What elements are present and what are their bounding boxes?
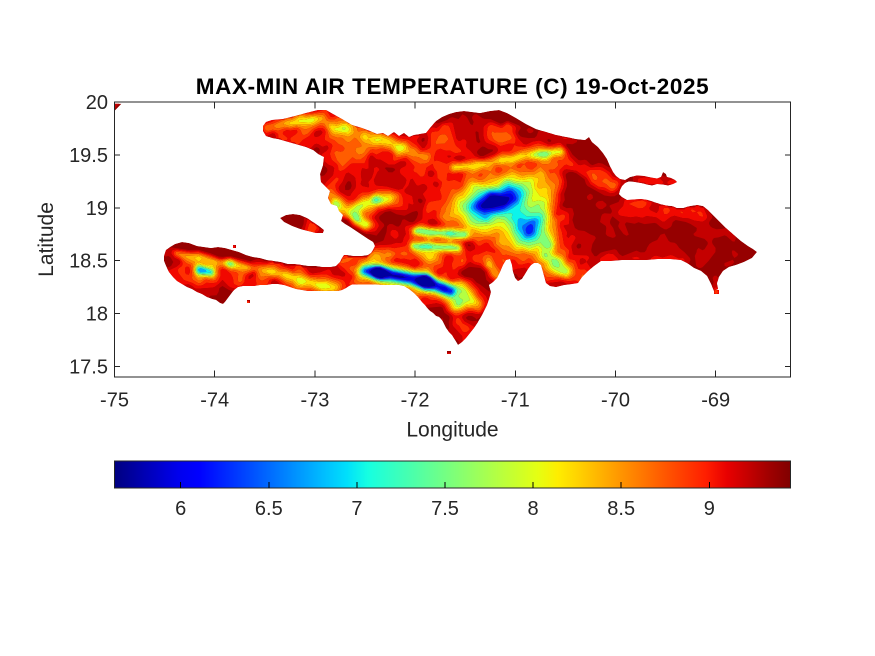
svg-text:-71: -71 (501, 390, 530, 412)
svg-text:19: 19 (86, 198, 108, 220)
svg-text:18: 18 (86, 304, 108, 326)
svg-text:-75: -75 (100, 390, 129, 412)
svg-text:7.5: 7.5 (431, 498, 459, 520)
svg-text:-70: -70 (601, 390, 630, 412)
svg-text:-72: -72 (401, 390, 430, 412)
svg-text:-74: -74 (200, 390, 229, 412)
svg-text:-69: -69 (701, 390, 730, 412)
svg-text:Longitude: Longitude (406, 419, 498, 442)
svg-text:8: 8 (528, 498, 539, 520)
svg-text:19.5: 19.5 (69, 145, 108, 167)
svg-text:18.5: 18.5 (69, 251, 108, 273)
svg-text:-73: -73 (300, 390, 329, 412)
svg-text:6.5: 6.5 (255, 498, 283, 520)
svg-text:6: 6 (175, 498, 186, 520)
svg-text:8.5: 8.5 (607, 498, 635, 520)
svg-text:20: 20 (86, 92, 108, 114)
svg-text:17.5: 17.5 (69, 356, 108, 378)
svg-text:7: 7 (351, 498, 362, 520)
svg-text:9: 9 (704, 498, 715, 520)
svg-text:Latitude: Latitude (35, 202, 58, 277)
svg-text:MAX-MIN AIR TEMPERATURE (C) 19: MAX-MIN AIR TEMPERATURE (C) 19-Oct-2025 (196, 74, 709, 99)
